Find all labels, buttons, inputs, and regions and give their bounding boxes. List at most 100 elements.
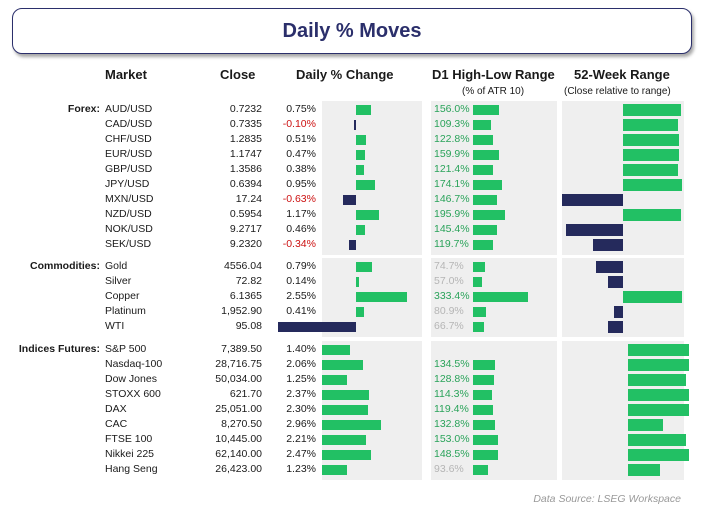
market-label: Gold: [105, 260, 128, 272]
change-value: 0.47%: [286, 148, 316, 160]
change-bar: [322, 345, 350, 355]
week52-bar: [613, 306, 623, 318]
change-value: 2.96%: [286, 418, 316, 430]
week52-bar: [623, 179, 683, 191]
change-panel: [322, 101, 422, 255]
change-value: 1.25%: [286, 373, 316, 385]
header-daily-change: Daily % Change: [296, 67, 394, 82]
market-label: Platinum: [105, 305, 146, 317]
range-bar: [473, 307, 487, 317]
week52-bar: [623, 209, 681, 221]
close-value: 0.5954: [229, 208, 262, 220]
market-label: DAX: [105, 403, 127, 415]
change-bar: [322, 435, 367, 445]
week52-bar: [607, 276, 623, 288]
change-value: 0.41%: [286, 305, 316, 317]
market-label: STOXX 600: [105, 388, 161, 400]
range-value: 119.4%: [434, 403, 469, 415]
range-bar: [473, 435, 499, 445]
close-value: 28,716.75: [215, 358, 262, 370]
change-bar: [354, 120, 356, 130]
week52-bar: [607, 321, 623, 333]
change-value: 0.14%: [286, 275, 316, 287]
close-value: 0.7335: [229, 118, 262, 130]
week52-bar: [628, 374, 686, 386]
range-bar: [473, 405, 493, 415]
close-value: 621.70: [229, 388, 262, 400]
change-value: 2.06%: [286, 358, 316, 370]
close-value: 72.82: [235, 275, 262, 287]
close-value: 17.24: [235, 193, 262, 205]
range-bar: [473, 465, 489, 475]
week52-bar: [628, 464, 660, 476]
range-value: 146.7%: [434, 193, 470, 205]
change-value: 2.37%: [286, 388, 316, 400]
close-value: 26,423.00: [215, 463, 262, 475]
range-value: 66.7%: [434, 320, 464, 332]
range-bar: [473, 120, 492, 130]
change-bar: [343, 195, 356, 205]
header-d1-range: D1 High-Low Range: [432, 67, 555, 82]
change-value: 0.95%: [286, 178, 316, 190]
market-label: NZD/USD: [105, 208, 152, 220]
close-value: 8,270.50: [221, 418, 262, 430]
week52-bar: [595, 261, 623, 273]
change-value: 1.23%: [286, 463, 316, 475]
range-value: 122.8%: [434, 133, 470, 145]
range-bar: [473, 240, 493, 250]
week52-bar: [628, 449, 689, 461]
group-label: Indices Futures:: [18, 343, 100, 355]
market-label: WTI: [105, 320, 125, 332]
range-value: 153.0%: [434, 433, 470, 445]
market-label: CAC: [105, 418, 128, 430]
close-value: 1.3586: [229, 163, 262, 175]
change-value: 1.40%: [286, 343, 316, 355]
range-value: 119.7%: [434, 238, 469, 250]
market-label: JPY/USD: [105, 178, 150, 190]
change-bar: [322, 405, 368, 415]
week52-bar: [628, 389, 689, 401]
change-value: -0.34%: [282, 238, 316, 250]
market-label: GBP/USD: [105, 163, 153, 175]
market-label: FTSE 100: [105, 433, 153, 445]
change-bar: [356, 277, 359, 287]
header-market: Market: [105, 67, 147, 82]
group-label: Commodities:: [29, 260, 100, 272]
close-value: 1.2835: [229, 133, 262, 145]
week52-bar: [628, 434, 686, 446]
close-value: 95.08: [235, 320, 262, 332]
range-bar: [473, 195, 498, 205]
range-bar: [473, 225, 497, 235]
week52-bar: [628, 419, 664, 431]
week52-bar: [623, 149, 680, 161]
range-value: 148.5%: [434, 448, 470, 460]
close-value: 1.1747: [229, 148, 262, 160]
range-value: 74.7%: [434, 260, 464, 272]
change-value: -0.63%: [282, 193, 316, 205]
close-value: 0.6394: [229, 178, 262, 190]
change-bar: [322, 360, 364, 370]
change-bar: [356, 180, 375, 190]
market-label: EUR/USD: [105, 148, 153, 160]
range-value: 93.6%: [434, 463, 464, 475]
week52-bar: [628, 359, 689, 371]
range-bar: [473, 420, 495, 430]
close-value: 4556.04: [224, 260, 262, 272]
week52-bar: [628, 344, 689, 356]
data-source: Data Source: LSEG Workspace: [533, 493, 681, 505]
market-label: AUD/USD: [105, 103, 153, 115]
market-label: NOK/USD: [105, 223, 153, 235]
change-bar: [322, 450, 372, 460]
week52-bar: [562, 194, 623, 206]
change-bar: [356, 307, 365, 317]
range-bar: [473, 180, 502, 190]
range-bar: [473, 165, 494, 175]
change-bar: [322, 420, 382, 430]
range-value: 121.4%: [434, 163, 470, 175]
range-bar: [473, 292, 528, 302]
market-label: Nikkei 225: [105, 448, 155, 460]
range-value: 114.3%: [434, 388, 469, 400]
week52-bar: [623, 134, 680, 146]
change-value: 1.17%: [286, 208, 316, 220]
change-bar: [322, 390, 370, 400]
